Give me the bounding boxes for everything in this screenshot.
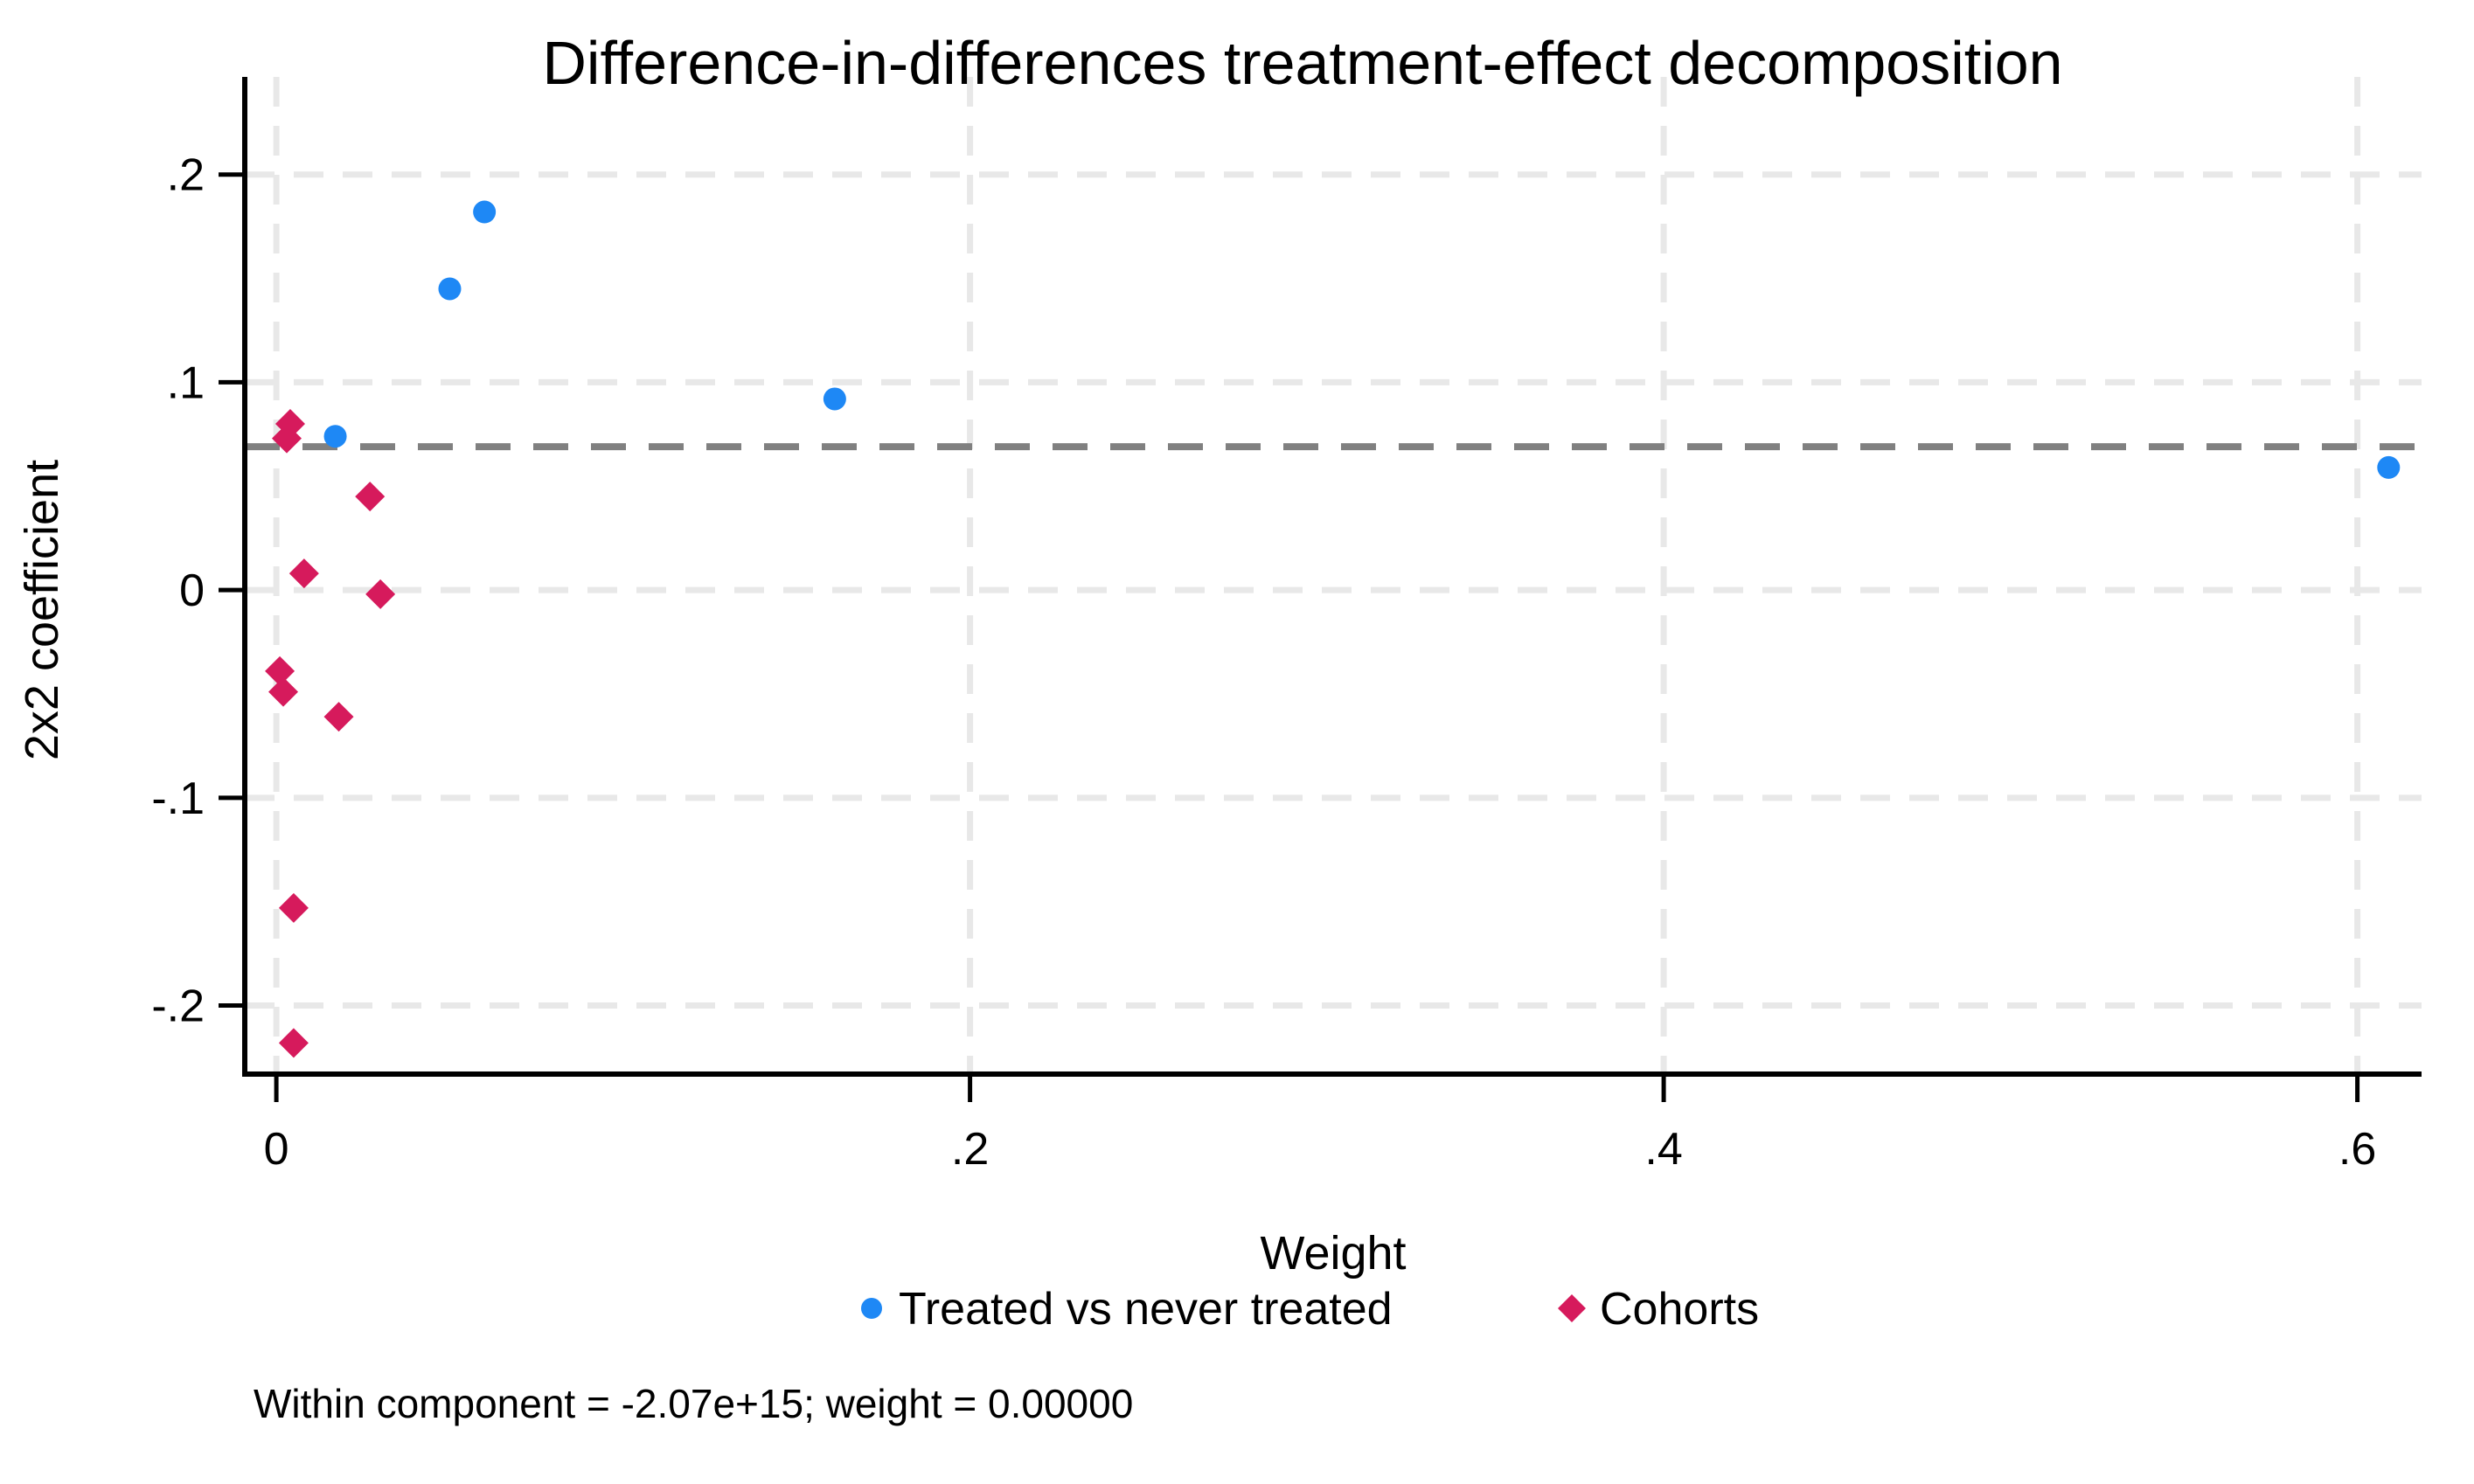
legend: Treated vs never treated Cohorts: [861, 1284, 1759, 1335]
y-tick-label: -.1: [151, 773, 205, 824]
legend-label-treated: Treated vs never treated: [899, 1284, 1393, 1335]
data-point-diamond: [365, 579, 396, 609]
x-tick-label: 0: [264, 1124, 289, 1175]
chart-note: Within component = -2.07e+15; weight = 0…: [254, 1381, 1133, 1426]
data-point-diamond: [265, 655, 295, 686]
data-point-diamond: [268, 676, 299, 707]
data-point-circle: [438, 277, 462, 301]
data-point-diamond: [288, 558, 319, 589]
data-point-diamond: [272, 423, 302, 454]
data-point-circle: [823, 387, 846, 411]
data-point-circle: [2377, 455, 2401, 479]
data-point-circle: [323, 425, 347, 448]
chart-title: Difference-in-differences treatment-effe…: [542, 29, 2062, 97]
legend-marker-circle: [861, 1298, 882, 1319]
data-points-layer: [265, 200, 2401, 1058]
legend-label-cohorts: Cohorts: [1600, 1284, 1759, 1335]
y-tick-label: 0: [179, 565, 205, 616]
grid-layer: [245, 77, 2422, 1074]
data-point-diamond: [278, 1028, 309, 1058]
data-point-circle: [473, 200, 497, 224]
data-point-diamond: [355, 482, 386, 512]
data-point-diamond: [323, 702, 354, 732]
y-tick-label: .2: [167, 150, 205, 201]
y-axis-title: 2x2 coefficient: [16, 460, 68, 760]
x-tick-label: .4: [1644, 1124, 1682, 1175]
x-axis-title: Weight: [1260, 1227, 1406, 1279]
x-tick-label: .6: [2338, 1124, 2376, 1175]
legend-marker-diamond: [1558, 1294, 1586, 1322]
y-tick-label: -.2: [151, 981, 205, 1032]
x-tick-label: .2: [951, 1124, 989, 1175]
ticks-layer: 0 .2 .4 .6 .2 .1 0 -.1 -.2: [151, 150, 2376, 1175]
y-tick-label: .1: [167, 357, 205, 408]
data-point-diamond: [278, 892, 309, 923]
